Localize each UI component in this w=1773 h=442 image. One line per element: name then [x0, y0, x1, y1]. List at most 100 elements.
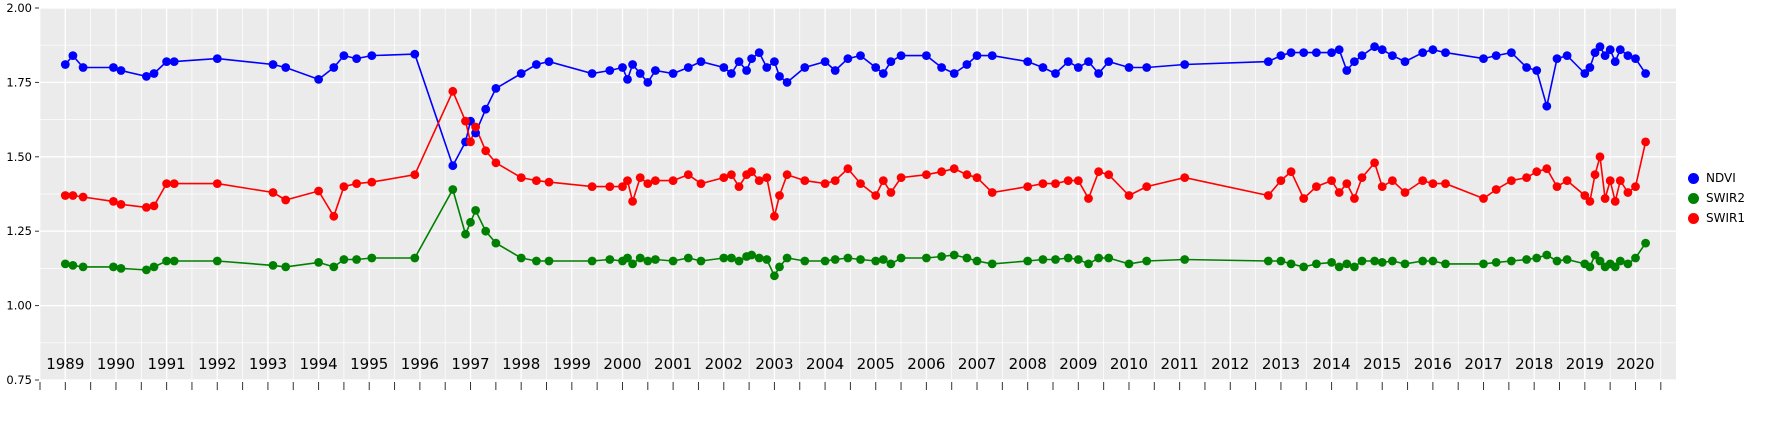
data-point-swir2	[1342, 259, 1352, 269]
x-tick-label: 2019	[1566, 355, 1604, 373]
data-point-swir1	[747, 167, 756, 177]
data-point-swir2	[448, 185, 458, 194]
data-point-swir1	[212, 179, 222, 189]
data-point-ndvi	[281, 63, 291, 72]
data-point-ndvi	[1377, 45, 1387, 55]
x-tick-label: 2010	[1110, 355, 1148, 373]
data-point-swir2	[962, 253, 972, 263]
data-point-swir2	[1124, 259, 1134, 269]
data-point-swir2	[109, 262, 118, 272]
data-point-swir2	[727, 253, 736, 263]
data-point-swir1	[1605, 176, 1615, 186]
data-point-swir1	[1641, 137, 1650, 147]
series-line-ndvi	[64, 45, 1647, 168]
data-point-ndvi	[1073, 63, 1083, 72]
data-point-ndvi	[742, 66, 751, 75]
data-point-swir1	[1312, 182, 1321, 192]
data-point-ndvi	[628, 60, 637, 69]
x-tick-label: 2013	[1262, 355, 1300, 373]
data-point-ndvi	[843, 54, 853, 63]
data-point-ndvi	[587, 69, 597, 78]
data-point-swir2	[60, 259, 70, 269]
data-point-ndvi	[481, 104, 491, 114]
data-point-ndvi	[623, 75, 632, 84]
data-point-swir2	[1522, 255, 1531, 264]
x-tick-label: 1989	[46, 355, 84, 373]
data-point-swir1	[1441, 179, 1450, 189]
data-point-swir2	[820, 256, 830, 266]
data-point-swir1	[754, 176, 764, 186]
data-point-ndvi	[532, 60, 541, 69]
data-point-swir1	[623, 176, 632, 186]
x-tick-label: 2000	[603, 355, 641, 373]
data-point-swir1	[1342, 179, 1352, 189]
data-point-swir2	[471, 206, 480, 215]
data-point-swir1	[734, 182, 744, 192]
data-point-swir2	[623, 253, 632, 263]
data-point-swir2	[1104, 253, 1114, 263]
data-point-ndvi	[116, 66, 126, 75]
data-point-swir2	[605, 255, 615, 264]
data-point-swir2	[1334, 262, 1344, 272]
data-point-swir2	[1084, 259, 1093, 269]
x-tick-label: 2017	[1464, 355, 1502, 373]
data-point-swir1	[1370, 158, 1379, 168]
data-point-ndvi	[719, 63, 729, 72]
data-point-swir2	[1479, 259, 1488, 269]
data-point-ndvi	[922, 51, 931, 60]
data-point-swir2	[1610, 262, 1620, 272]
data-point-ndvi	[896, 51, 906, 60]
data-point-ndvi	[1552, 54, 1562, 63]
data-point-swir1	[1180, 173, 1190, 183]
data-point-swir2	[68, 261, 78, 270]
data-point-ndvi	[1580, 69, 1590, 78]
data-point-swir1	[668, 176, 678, 186]
data-point-swir1	[1094, 167, 1103, 177]
x-tick-label: 2007	[958, 355, 996, 373]
data-point-swir1	[281, 195, 291, 205]
data-point-swir2	[922, 253, 931, 263]
data-point-swir1	[683, 170, 693, 180]
data-point-swir2	[149, 262, 159, 272]
data-point-swir2	[367, 253, 377, 263]
data-point-swir1	[314, 186, 323, 196]
data-point-ndvi	[886, 57, 896, 66]
data-point-swir1	[1299, 194, 1309, 203]
data-point-swir2	[628, 259, 637, 269]
data-point-swir2	[587, 256, 597, 266]
data-point-swir2	[281, 262, 291, 272]
data-point-swir2	[314, 258, 323, 267]
data-point-ndvi	[1342, 66, 1352, 75]
data-point-swir1	[587, 182, 597, 192]
data-point-ndvi	[1522, 63, 1531, 72]
data-point-swir1	[972, 173, 982, 183]
data-point-ndvi	[1542, 101, 1552, 111]
data-point-swir2	[643, 256, 653, 266]
data-point-swir1	[367, 177, 377, 187]
data-point-swir2	[1400, 259, 1410, 269]
data-point-swir1	[471, 122, 480, 132]
data-point-swir1	[1542, 164, 1552, 174]
x-tick-label: 2015	[1363, 355, 1401, 373]
data-point-ndvi	[727, 69, 736, 78]
y-tick-label: 0.75	[6, 373, 32, 387]
x-tick-label: 1993	[249, 355, 287, 373]
data-point-ndvi	[448, 161, 458, 171]
data-point-ndvi	[1142, 63, 1152, 72]
data-point-swir1	[1327, 176, 1336, 186]
data-point-ndvi	[169, 57, 179, 66]
data-point-swir1	[142, 203, 151, 212]
x-tick-label: 1999	[553, 355, 591, 373]
x-tick-label: 1992	[198, 355, 236, 373]
data-point-swir1	[162, 179, 172, 189]
legend-label: SWIR2	[1706, 191, 1745, 205]
data-point-swir2	[268, 261, 278, 270]
data-point-swir2	[1263, 256, 1273, 266]
data-point-swir2	[1038, 255, 1048, 264]
data-point-ndvi	[605, 66, 615, 75]
data-point-ndvi	[314, 75, 323, 84]
data-point-swir1	[1104, 170, 1114, 180]
data-point-ndvi	[142, 72, 151, 81]
data-point-swir2	[1299, 262, 1309, 272]
